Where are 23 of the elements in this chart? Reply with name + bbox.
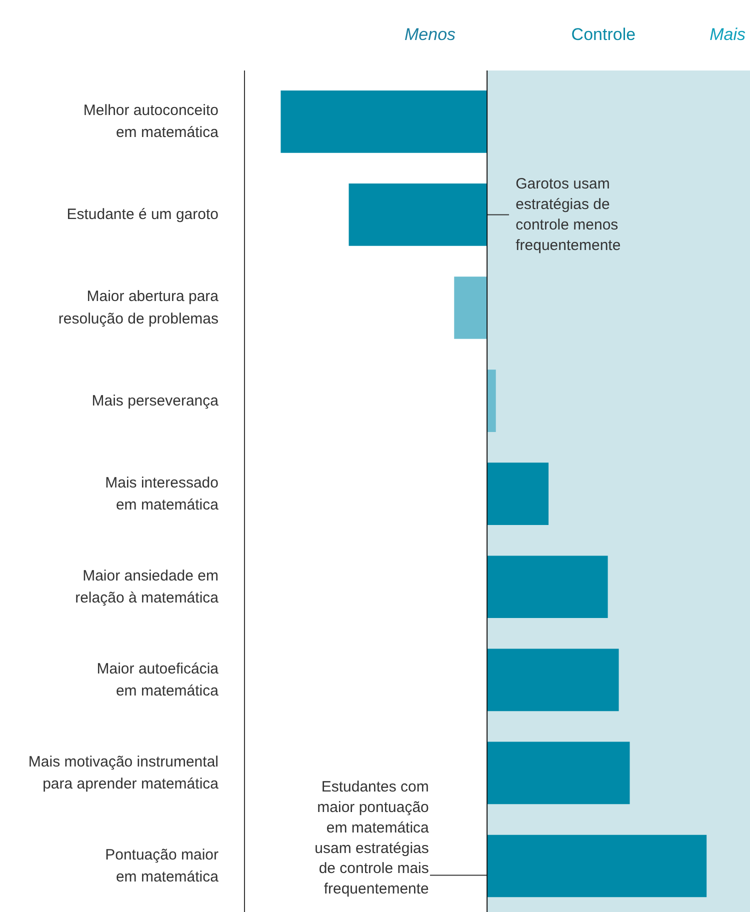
bar: [487, 742, 630, 804]
bar: [348, 184, 488, 246]
bar: [487, 834, 707, 898]
text: Menos: [404, 25, 456, 44]
bar: [454, 276, 488, 339]
y-tick-label: Maior autoeficácia em matemática: [96, 660, 220, 700]
text: Mais: [710, 25, 746, 44]
bar: [280, 90, 488, 153]
y-tick-label: Maior abertura para resolução de problemas: [58, 288, 220, 328]
annotation: Estudantes com maior pontuação em matemática usam estratégias de controle mais frequentemente: [314, 778, 430, 898]
annotation: Garotos usam estratégias de controle menos frequentemente: [516, 176, 621, 254]
y-tick-label: Melhor autoconceito em matemática: [83, 102, 220, 142]
y-tick-label: Pontuação maior em matemática: [105, 846, 220, 886]
y-tick-label: Mais interessado em matemática: [105, 474, 220, 514]
y-tick-label: Mais perseverança: [92, 392, 220, 410]
bar: [487, 370, 496, 432]
bar: [487, 648, 619, 712]
bar: [487, 556, 608, 618]
bar: [487, 462, 549, 525]
y-tick-label: Mais motivação instrumental para aprender matemática: [28, 753, 220, 792]
y-tick-label: Maior ansiedade em relação à matemática: [75, 567, 220, 606]
y-tick-label: Estudante é um garoto: [66, 206, 218, 224]
text: Controle: [571, 25, 636, 44]
